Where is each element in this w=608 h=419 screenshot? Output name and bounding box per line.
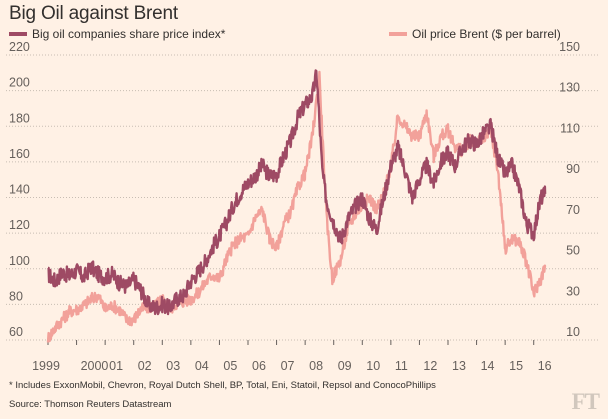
right-axis-ticks: 10 30 50 70 90 110 130 150	[559, 40, 580, 339]
left-tick-label: 60	[9, 325, 23, 339]
x-tick-label: 09	[338, 359, 352, 373]
x-tick-label: 15	[509, 359, 523, 373]
right-tick-label: 150	[559, 40, 580, 54]
x-tick-label: 1999	[32, 359, 60, 373]
x-tick-label: 03	[166, 359, 180, 373]
left-tick-label: 220	[9, 40, 30, 54]
x-tick-label: 08	[309, 359, 323, 373]
x-tick-label: 02	[138, 359, 152, 373]
left-axis-ticks: 60 80 100 120 140 160 180 200 220	[9, 40, 30, 339]
x-tick-label: 01	[109, 359, 123, 373]
left-tick-label: 140	[9, 183, 30, 197]
legend-label-brent: Oil price Brent ($ per barrel)	[412, 27, 561, 41]
ft-logo: FT	[571, 389, 600, 414]
legend-item-share-index: Big oil companies share price index*	[9, 27, 225, 41]
series-lines	[46, 69, 547, 343]
right-tick-label: 50	[566, 244, 580, 258]
series-line-share-index	[47, 69, 547, 316]
legend-item-brent: Oil price Brent ($ per barrel)	[389, 27, 561, 41]
x-tick-label: 14	[481, 359, 495, 373]
chart-title: Big Oil against Brent	[9, 3, 178, 24]
x-tick-label: 05	[223, 359, 237, 373]
x-tick-label: 12	[423, 359, 437, 373]
x-tick-label: 2000	[81, 359, 109, 373]
x-tick-label: 11	[395, 359, 408, 373]
source-note: Source: Thomson Reuters Datastream	[9, 399, 172, 410]
right-tick-label: 70	[566, 203, 580, 217]
right-tick-label: 130	[559, 81, 580, 95]
left-tick-label: 120	[9, 218, 30, 232]
x-tick-label: 04	[195, 359, 209, 373]
right-tick-label: 110	[560, 121, 580, 135]
right-tick-label: 30	[566, 284, 580, 298]
footnote: * Includes ExxonMobil, Chevron, Royal Du…	[9, 380, 436, 391]
x-axis-ticks: 1999 2000 01 02 03 04 05 06 07 08 09 10 11 12 13 14 15 16	[32, 340, 552, 373]
left-tick-label: 80	[9, 289, 23, 303]
x-tick-label: 07	[281, 359, 295, 373]
right-tick-label: 90	[566, 162, 580, 176]
legend-swatch-brent	[389, 32, 407, 36]
left-tick-label: 100	[9, 254, 30, 268]
left-tick-label: 200	[9, 76, 30, 90]
left-tick-label: 180	[9, 111, 30, 125]
x-tick-label: 13	[452, 359, 466, 373]
legend-label-share-index: Big oil companies share price index*	[32, 27, 226, 41]
legend-swatch-share-index	[9, 32, 27, 36]
right-tick-label: 10	[566, 325, 580, 339]
x-tick-label: 10	[366, 359, 380, 373]
x-tick-label: 16	[538, 359, 552, 373]
x-tick-label: 06	[252, 359, 266, 373]
left-tick-label: 160	[9, 147, 30, 161]
